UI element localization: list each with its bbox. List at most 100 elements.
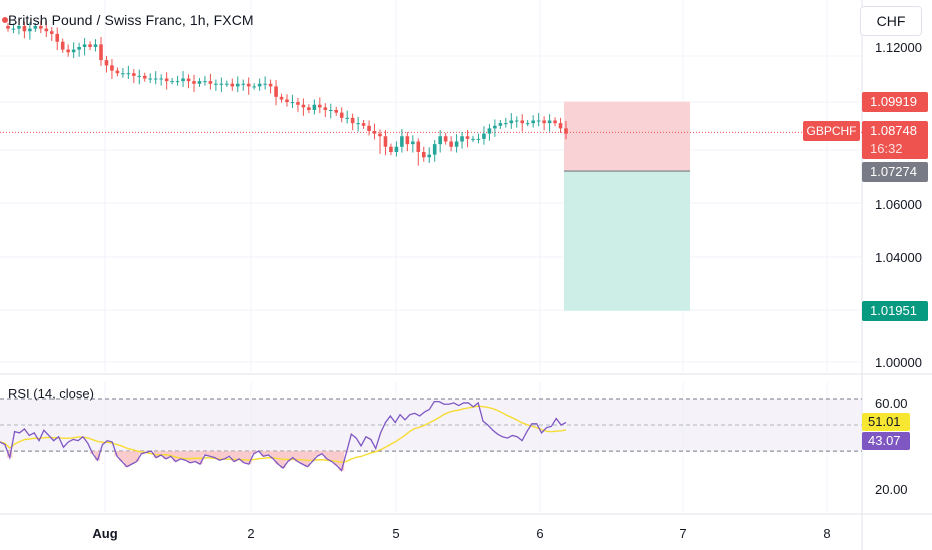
candle [312,104,317,110]
time-axis-label: 5 [392,526,400,541]
currency-button[interactable]: CHF [860,6,922,36]
candle [39,26,43,29]
candle [197,81,202,84]
candle [170,81,174,83]
rsi-ma-line [0,405,567,463]
symbol-title[interactable]: British Pound / Swiss Franc, 1h, FXCM [8,12,254,28]
candle [432,144,437,155]
candle [531,120,535,124]
time-axis-label: 7 [679,526,687,541]
market-status-dot [2,17,8,23]
candle [6,26,10,29]
candle [55,33,60,42]
current-price-value: 1.08748 [870,123,917,138]
candle [509,120,514,124]
candle [405,136,410,145]
candle [148,78,153,80]
candle [394,146,399,152]
candle [318,104,322,108]
candle [203,81,207,83]
candle [230,83,235,87]
candle [367,125,371,131]
candle [547,120,552,124]
price-tick: 1.06000 [875,197,922,212]
price-tick: 1.00000 [875,355,922,370]
candle [241,83,246,85]
stop-loss-zone [564,101,690,172]
time-axis-label: Aug [92,526,118,541]
candle [181,78,185,82]
target-price-tag: 1.01951 [862,301,928,321]
candle [22,26,27,32]
candle [60,41,65,50]
candle [454,141,459,147]
candle [159,78,163,80]
candle [71,49,76,53]
candle [219,83,224,85]
current-price-tag: 1.08748 16:32 [862,121,928,159]
candle [558,123,563,129]
candle [471,138,475,140]
candle [99,44,103,61]
candle [121,73,125,75]
candle [487,128,492,134]
candle [465,136,470,139]
candle [214,83,218,85]
candle [498,123,503,126]
candle [246,83,251,87]
candle [153,78,158,80]
candle [82,44,87,47]
candle [279,96,284,100]
candle [542,120,546,124]
candle [268,83,273,87]
candle [115,70,120,74]
rsi-tick: 60.00 [875,396,908,411]
candle [290,102,295,104]
candle [88,44,92,47]
candle [520,120,525,124]
candle [126,73,131,75]
candle [514,120,519,122]
candle [66,49,70,53]
candle [482,133,486,139]
candle [345,117,349,119]
candle [443,136,448,142]
candle [504,123,508,125]
candle [77,47,81,50]
take-profit-zone [564,171,690,311]
candle [44,28,49,32]
candle [208,81,213,84]
candle [416,141,421,152]
candle [192,81,196,84]
stop-loss-price-tag: 1.09919 [862,92,928,112]
candle [235,83,240,87]
candle [323,107,328,110]
candle [536,120,541,122]
candle [11,28,16,30]
candle [252,86,256,88]
candle [17,26,21,29]
candle [361,123,366,126]
candle [225,83,229,85]
candle [33,26,38,29]
time-axis-label: 8 [823,526,831,541]
rsi-value-tag: 43.07 [862,432,910,450]
candle [564,128,568,134]
entry-price-tag: 1.07274 [862,162,928,182]
candle [263,83,267,85]
candle [350,117,355,124]
rsi-ma-value-tag: 51.01 [862,413,910,431]
candle [493,125,497,129]
candle [285,99,289,103]
candle [110,65,114,71]
rsi-tick: 20.00 [875,482,908,497]
candle [301,104,306,108]
price-tick: 1.04000 [875,250,922,265]
candle [372,131,377,134]
candle [553,120,557,124]
candle [186,78,191,82]
rsi-indicator-title[interactable]: RSI (14, close) [8,386,94,401]
price-tick: 1.12000 [875,40,922,55]
